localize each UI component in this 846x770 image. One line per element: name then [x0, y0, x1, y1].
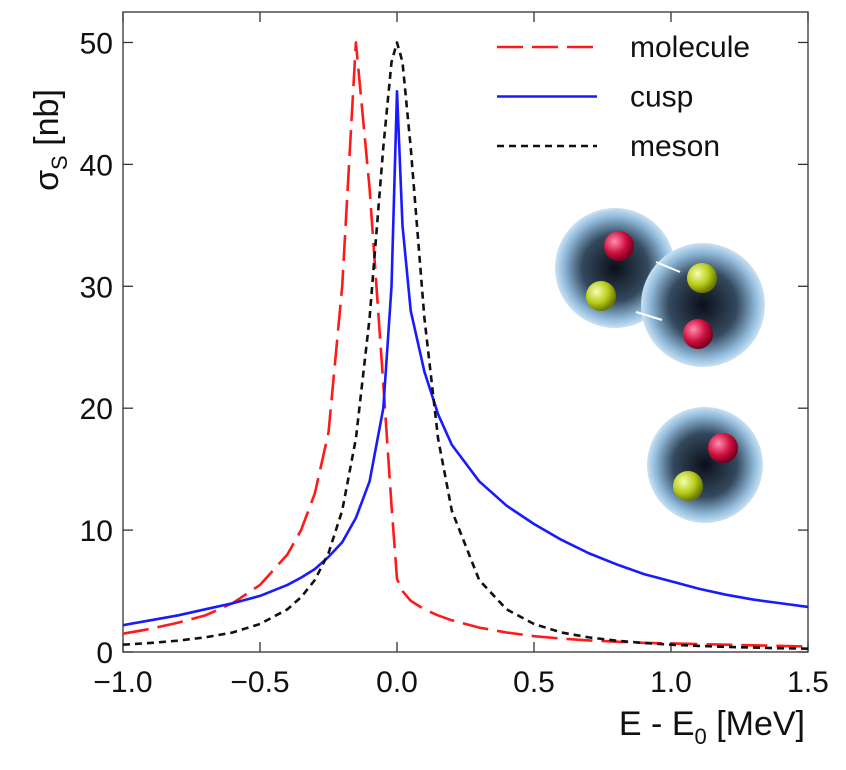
y-tick-label: 40	[80, 149, 113, 182]
quark	[604, 231, 634, 261]
x-axis-label-sub: 0	[695, 724, 707, 749]
x-tick-label: 0.0	[376, 666, 418, 699]
hadron	[647, 407, 763, 523]
quark	[586, 281, 616, 311]
y-axis-label: σS [nb]	[28, 89, 72, 191]
illustration	[555, 208, 765, 523]
y-tick-label: 10	[80, 515, 113, 548]
y-tick-label: 20	[80, 393, 113, 426]
quark	[687, 263, 717, 293]
x-axis-label-rest: [MeV]	[707, 705, 805, 743]
x-tick-label: 1.5	[787, 666, 829, 699]
series-line	[123, 41, 808, 651]
arrow	[655, 261, 681, 273]
hadron	[641, 243, 765, 367]
x-axis-label-main: E - E	[619, 705, 695, 743]
x-tick-label: 1.0	[650, 666, 692, 699]
y-tick-label: 30	[80, 271, 113, 304]
y-axis-label-rest: [nb]	[28, 89, 66, 155]
x-tick-label: −1.0	[93, 666, 152, 699]
y-axis-label-main: σ	[28, 170, 66, 191]
y-tick-label: 0	[96, 637, 113, 670]
quark	[683, 319, 713, 349]
plot-area	[123, 41, 808, 651]
x-axis-label: E - E0 [MeV]	[619, 705, 805, 749]
y-axis-label-sub: S	[47, 155, 72, 170]
legend-label: molecule	[630, 31, 750, 64]
x-tick-label: 0.5	[513, 666, 555, 699]
legend-label: cusp	[630, 81, 693, 114]
y-tick-label: 50	[80, 27, 113, 60]
x-tick-label: −0.5	[230, 666, 289, 699]
quark	[708, 433, 738, 463]
series-line	[123, 89, 808, 627]
legend: molecule cusp meson	[497, 31, 750, 163]
plot-frame	[122, 11, 809, 653]
legend-label: meson	[630, 130, 720, 163]
arrow	[635, 311, 663, 321]
quark	[673, 471, 703, 501]
